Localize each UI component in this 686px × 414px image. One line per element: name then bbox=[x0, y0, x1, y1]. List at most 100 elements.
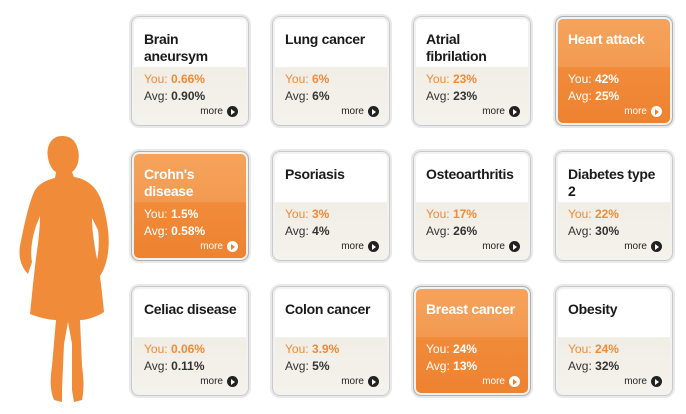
your-risk-value: 0.06% bbox=[170, 342, 205, 356]
condition-card[interactable]: Celiac disease You: 0.06% Avg: 0.11% more bbox=[131, 286, 249, 396]
you-label: You: bbox=[426, 207, 450, 221]
more-link[interactable]: more bbox=[200, 241, 238, 252]
more-link[interactable]: more bbox=[482, 106, 520, 117]
you-label: You: bbox=[568, 342, 592, 356]
your-risk: You: 3% bbox=[285, 207, 329, 221]
more-link[interactable]: more bbox=[624, 241, 662, 252]
average-risk: Avg: 4% bbox=[285, 224, 329, 238]
more-link[interactable]: more bbox=[482, 241, 520, 252]
arrow-circle-icon bbox=[651, 106, 662, 117]
your-risk-value: 1.5% bbox=[170, 207, 199, 221]
more-link[interactable]: more bbox=[482, 376, 520, 387]
condition-title: Psoriasis bbox=[285, 166, 345, 182]
avg-label: Avg: bbox=[426, 89, 450, 103]
average-risk-value: 30% bbox=[595, 224, 620, 238]
average-risk: Avg: 25% bbox=[568, 89, 619, 103]
your-risk: You: 6% bbox=[285, 72, 329, 86]
condition-card[interactable]: Breast cancer You: 24% Avg: 13% more bbox=[413, 286, 531, 396]
more-link[interactable]: more bbox=[200, 106, 238, 117]
condition-title: Osteoarthritis bbox=[426, 166, 514, 182]
condition-card[interactable]: Colon cancer You: 3.9% Avg: 5% more bbox=[272, 286, 390, 396]
your-risk: You: 23% bbox=[426, 72, 477, 86]
condition-card[interactable]: Crohn's disease You: 1.5% Avg: 0.58% more bbox=[131, 151, 249, 261]
average-risk-value: 0.58% bbox=[171, 224, 206, 238]
you-label: You: bbox=[426, 342, 450, 356]
more-label: more bbox=[482, 376, 505, 387]
arrow-circle-icon bbox=[651, 376, 662, 387]
average-risk-value: 6% bbox=[312, 89, 330, 103]
you-label: You: bbox=[285, 342, 309, 356]
avg-label: Avg: bbox=[568, 224, 592, 238]
your-risk: You: 24% bbox=[568, 342, 619, 356]
arrow-circle-icon bbox=[651, 241, 662, 252]
avg-label: Avg: bbox=[285, 89, 309, 103]
your-risk: You: 0.66% bbox=[144, 72, 205, 86]
arrow-circle-icon bbox=[227, 376, 238, 387]
average-risk-value: 5% bbox=[312, 359, 330, 373]
your-risk: You: 24% bbox=[426, 342, 477, 356]
average-risk-value: 0.90% bbox=[171, 89, 206, 103]
average-risk: Avg: 0.58% bbox=[144, 224, 205, 238]
you-label: You: bbox=[144, 207, 168, 221]
condition-title: Crohn's disease bbox=[144, 166, 195, 199]
arrow-circle-icon bbox=[227, 106, 238, 117]
you-label: You: bbox=[144, 342, 168, 356]
average-risk: Avg: 6% bbox=[285, 89, 329, 103]
average-risk-value: 32% bbox=[595, 359, 620, 373]
your-risk-value: 42% bbox=[594, 72, 619, 86]
average-risk-value: 13% bbox=[453, 359, 478, 373]
more-label: more bbox=[200, 106, 223, 117]
average-risk: Avg: 0.90% bbox=[144, 89, 205, 103]
condition-title: Obesity bbox=[568, 301, 618, 317]
condition-card[interactable]: Psoriasis You: 3% Avg: 4% more bbox=[272, 151, 390, 261]
condition-title: Breast cancer bbox=[426, 301, 515, 317]
average-risk: Avg: 5% bbox=[285, 359, 329, 373]
condition-card[interactable]: Lung cancer You: 6% Avg: 6% more bbox=[272, 16, 390, 126]
more-link[interactable]: more bbox=[200, 376, 238, 387]
avg-label: Avg: bbox=[285, 224, 309, 238]
average-risk-value: 25% bbox=[595, 89, 620, 103]
more-link[interactable]: more bbox=[341, 241, 379, 252]
your-risk-value: 3% bbox=[311, 207, 330, 221]
your-risk: You: 17% bbox=[426, 207, 477, 221]
average-risk: Avg: 13% bbox=[426, 359, 477, 373]
average-risk-value: 26% bbox=[453, 224, 478, 238]
average-risk: Avg: 32% bbox=[568, 359, 619, 373]
average-risk: Avg: 0.11% bbox=[144, 359, 205, 373]
your-risk-value: 6% bbox=[311, 72, 330, 86]
more-link[interactable]: more bbox=[624, 106, 662, 117]
more-label: more bbox=[341, 241, 364, 252]
avg-label: Avg: bbox=[426, 359, 450, 373]
arrow-circle-icon bbox=[368, 241, 379, 252]
your-risk: You: 22% bbox=[568, 207, 619, 221]
avg-label: Avg: bbox=[426, 224, 450, 238]
condition-title: Colon cancer bbox=[285, 301, 371, 317]
average-risk: Avg: 30% bbox=[568, 224, 619, 238]
average-risk: Avg: 26% bbox=[426, 224, 477, 238]
your-risk-value: 23% bbox=[452, 72, 477, 86]
condition-card[interactable]: Obesity You: 24% Avg: 32% more bbox=[555, 286, 673, 396]
arrow-circle-icon bbox=[509, 376, 520, 387]
avg-label: Avg: bbox=[568, 359, 592, 373]
you-label: You: bbox=[144, 72, 168, 86]
avg-label: Avg: bbox=[285, 359, 309, 373]
more-label: more bbox=[624, 376, 647, 387]
more-label: more bbox=[624, 241, 647, 252]
more-link[interactable]: more bbox=[341, 106, 379, 117]
average-risk-value: 0.11% bbox=[171, 359, 205, 373]
you-label: You: bbox=[568, 207, 592, 221]
condition-card[interactable]: Osteoarthritis You: 17% Avg: 26% more bbox=[413, 151, 531, 261]
woman-silhouette-icon bbox=[19, 136, 109, 402]
your-risk-value: 17% bbox=[452, 207, 477, 221]
your-risk-value: 24% bbox=[452, 342, 477, 356]
condition-card[interactable]: Atrial fibrilation You: 23% Avg: 23% more bbox=[413, 16, 531, 126]
condition-card[interactable]: Brain aneursym You: 0.66% Avg: 0.90% more bbox=[131, 16, 249, 126]
condition-card[interactable]: Diabetes type 2 You: 22% Avg: 30% more bbox=[555, 151, 673, 261]
more-label: more bbox=[624, 106, 647, 117]
more-link[interactable]: more bbox=[624, 376, 662, 387]
condition-card[interactable]: Heart attack You: 42% Avg: 25% more bbox=[555, 16, 673, 126]
you-label: You: bbox=[568, 72, 592, 86]
arrow-circle-icon bbox=[368, 106, 379, 117]
your-risk-value: 24% bbox=[594, 342, 619, 356]
more-link[interactable]: more bbox=[341, 376, 379, 387]
